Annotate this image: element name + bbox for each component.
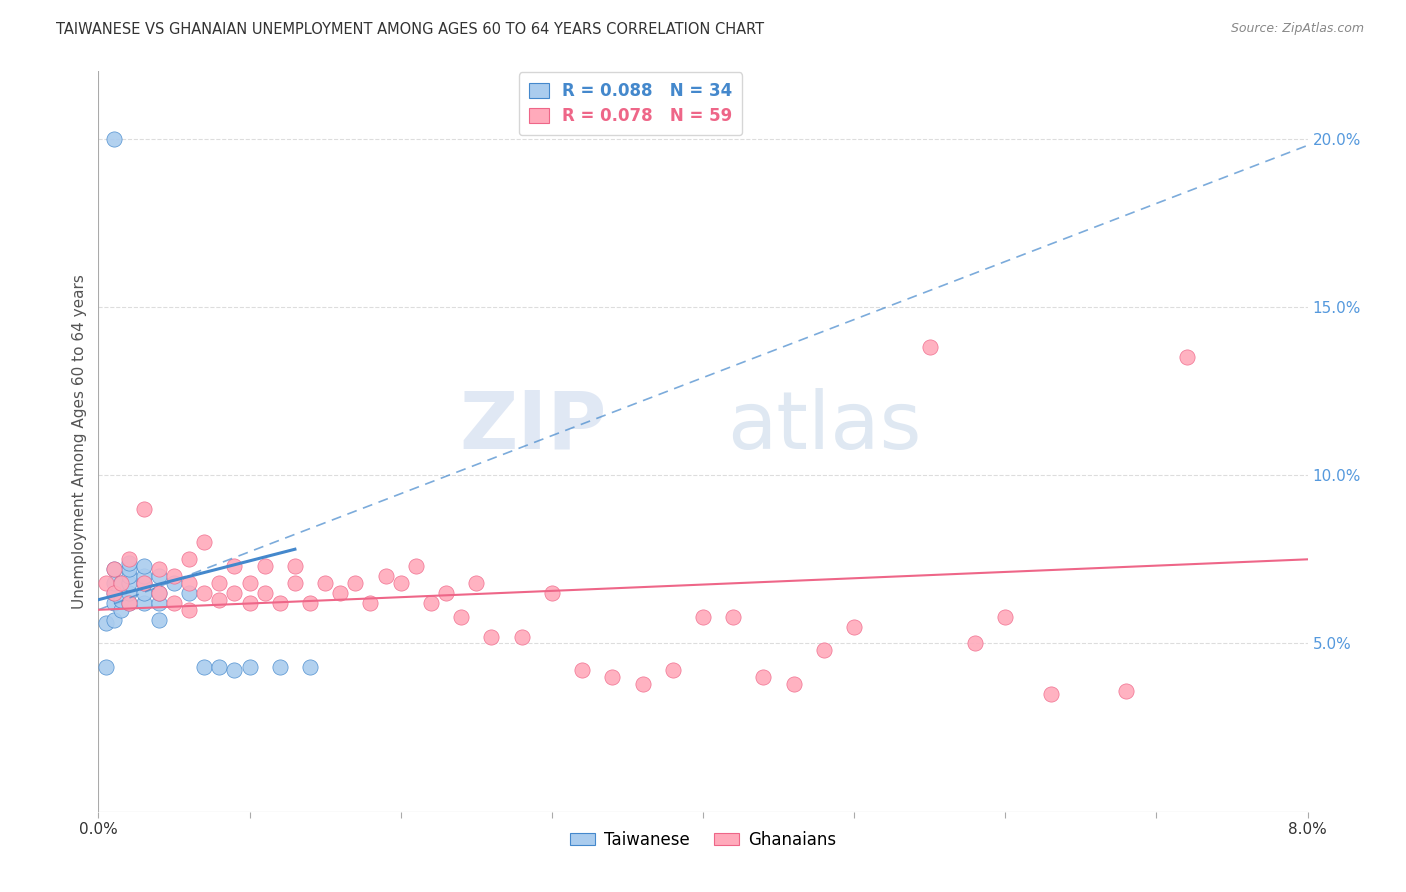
- Point: [208, 575, 231, 590]
- Point: [132, 575, 155, 590]
- Point: [148, 596, 170, 610]
- Text: Source: ZipAtlas.com: Source: ZipAtlas.com: [1230, 22, 1364, 36]
- Point: [284, 575, 307, 590]
- Point: [510, 630, 533, 644]
- Point: [299, 596, 322, 610]
- Point: [994, 609, 1017, 624]
- Point: [193, 586, 215, 600]
- Point: [224, 586, 246, 600]
- Point: [344, 575, 367, 590]
- Point: [179, 586, 201, 600]
- Point: [723, 609, 745, 624]
- Point: [110, 575, 132, 590]
- Point: [208, 660, 231, 674]
- Point: [103, 131, 125, 145]
- Point: [94, 616, 117, 631]
- Text: atlas: atlas: [727, 388, 921, 466]
- Point: [118, 575, 141, 590]
- Point: [132, 586, 155, 600]
- Point: [148, 569, 170, 583]
- Point: [110, 575, 132, 590]
- Point: [631, 677, 654, 691]
- Point: [179, 552, 201, 566]
- Point: [103, 575, 125, 590]
- Point: [434, 586, 457, 600]
- Point: [284, 559, 307, 574]
- Point: [1039, 687, 1062, 701]
- Point: [148, 586, 170, 600]
- Point: [118, 562, 141, 576]
- Point: [374, 569, 396, 583]
- Point: [450, 609, 472, 624]
- Point: [94, 575, 117, 590]
- Point: [269, 596, 291, 610]
- Point: [132, 559, 155, 574]
- Point: [118, 596, 141, 610]
- Point: [110, 603, 132, 617]
- Point: [239, 660, 262, 674]
- Point: [148, 613, 170, 627]
- Point: [193, 660, 215, 674]
- Point: [299, 660, 322, 674]
- Point: [783, 677, 806, 691]
- Point: [118, 552, 141, 566]
- Point: [661, 664, 683, 678]
- Point: [314, 575, 336, 590]
- Point: [239, 575, 262, 590]
- Point: [193, 535, 215, 549]
- Point: [918, 340, 941, 354]
- Point: [132, 569, 155, 583]
- Point: [103, 613, 125, 627]
- Point: [965, 636, 987, 650]
- Point: [118, 556, 141, 570]
- Point: [692, 609, 714, 624]
- Point: [540, 586, 562, 600]
- Text: TAIWANESE VS GHANAIAN UNEMPLOYMENT AMONG AGES 60 TO 64 YEARS CORRELATION CHART: TAIWANESE VS GHANAIAN UNEMPLOYMENT AMONG…: [56, 22, 765, 37]
- Point: [269, 660, 291, 674]
- Point: [163, 575, 186, 590]
- Point: [103, 562, 125, 576]
- Point: [110, 592, 132, 607]
- Point: [1115, 683, 1137, 698]
- Point: [118, 586, 141, 600]
- Point: [103, 586, 125, 600]
- Point: [813, 643, 835, 657]
- Point: [118, 596, 141, 610]
- Point: [465, 575, 488, 590]
- Point: [208, 592, 231, 607]
- Legend: Taiwanese, Ghanaians: Taiwanese, Ghanaians: [564, 824, 842, 855]
- Point: [163, 596, 186, 610]
- Point: [420, 596, 443, 610]
- Y-axis label: Unemployment Among Ages 60 to 64 years: Unemployment Among Ages 60 to 64 years: [72, 274, 87, 609]
- Point: [571, 664, 593, 678]
- Point: [148, 562, 170, 576]
- Point: [179, 603, 201, 617]
- Point: [1175, 351, 1198, 365]
- Point: [132, 596, 155, 610]
- Point: [389, 575, 412, 590]
- Point: [103, 596, 125, 610]
- Point: [103, 562, 125, 576]
- Text: ZIP: ZIP: [458, 388, 606, 466]
- Point: [752, 670, 775, 684]
- Point: [179, 575, 201, 590]
- Point: [163, 569, 186, 583]
- Point: [844, 619, 866, 633]
- Point: [329, 586, 352, 600]
- Point: [253, 559, 276, 574]
- Point: [239, 596, 262, 610]
- Point: [253, 586, 276, 600]
- Point: [132, 575, 155, 590]
- Point: [602, 670, 624, 684]
- Point: [148, 586, 170, 600]
- Point: [481, 630, 503, 644]
- Point: [94, 660, 117, 674]
- Point: [405, 559, 427, 574]
- Point: [118, 569, 141, 583]
- Point: [224, 559, 246, 574]
- Point: [224, 664, 246, 678]
- Point: [360, 596, 382, 610]
- Point: [132, 501, 155, 516]
- Point: [103, 586, 125, 600]
